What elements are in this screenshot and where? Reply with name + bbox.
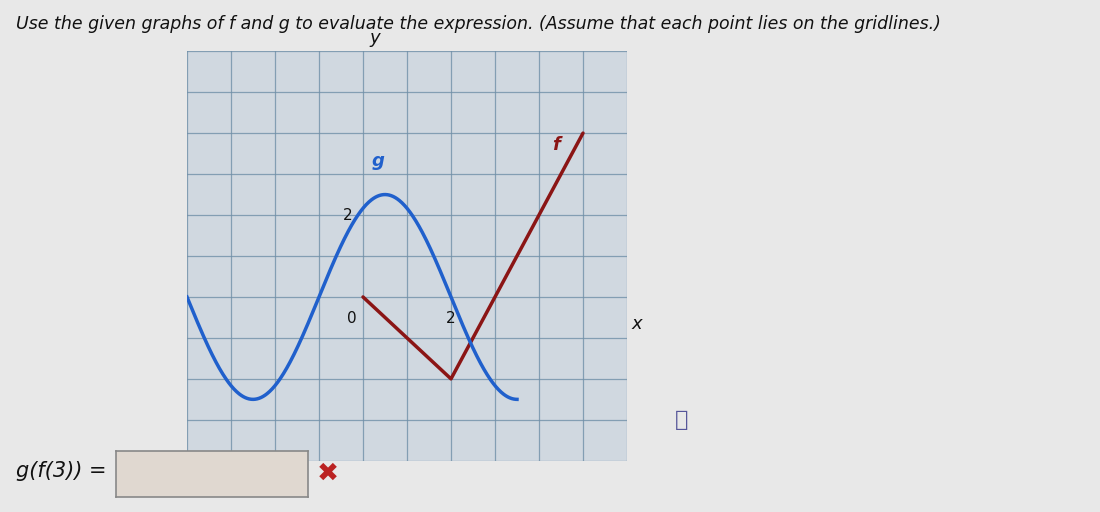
Text: 2: 2 [447, 311, 455, 326]
Text: Use the given graphs of f and g to evaluate the expression. (Assume that each po: Use the given graphs of f and g to evalu… [16, 15, 942, 33]
Text: ⓘ: ⓘ [675, 410, 689, 430]
Text: f: f [552, 136, 560, 154]
Text: ✖: ✖ [317, 461, 339, 486]
Text: y: y [370, 29, 381, 47]
Text: g(f(3)) =: g(f(3)) = [16, 461, 107, 481]
Text: 2: 2 [342, 207, 352, 223]
Text: x: x [631, 315, 642, 333]
Text: 0: 0 [346, 311, 356, 326]
Text: g: g [372, 152, 385, 170]
